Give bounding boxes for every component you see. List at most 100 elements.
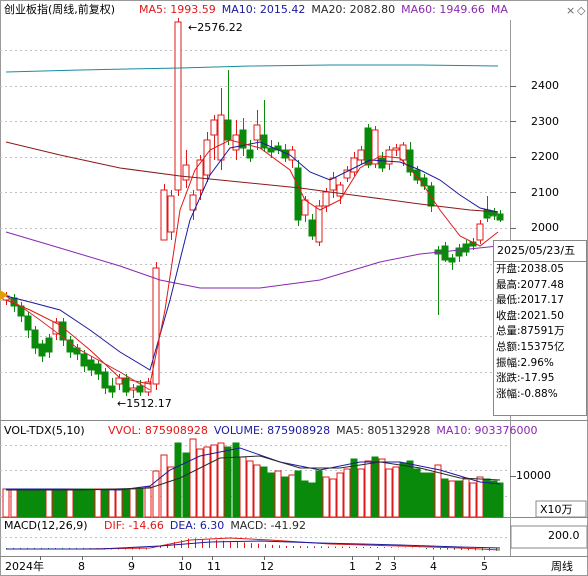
candle-body [315, 205, 323, 243]
time-label: 3 [390, 560, 397, 573]
candle-body [399, 144, 407, 161]
volume-ma10-line [6, 455, 501, 491]
ma5-line [5, 139, 499, 385]
indicator-label: MA5: 805132928 [336, 424, 431, 437]
candle-body [174, 21, 182, 191]
candle-body [122, 377, 130, 393]
candle-body [66, 339, 74, 353]
candle-body [196, 159, 204, 191]
time-label: 2024年 [5, 560, 44, 573]
indicator-label: MA60: 1949.66 [401, 3, 485, 16]
candle-body [294, 167, 302, 221]
volume-bar [308, 482, 316, 518]
candle-body [301, 199, 309, 216]
candle-body [364, 127, 372, 166]
indicator-label: MA5: 1993.59 [139, 3, 216, 16]
candle-body [224, 119, 232, 141]
candle-body [496, 213, 504, 221]
info-row-close: 收盘:2021.50 [496, 309, 564, 322]
candle-body [462, 243, 470, 253]
candle-body [52, 321, 60, 335]
candle-body [322, 191, 330, 207]
time-label: 2 [375, 560, 382, 573]
volume-bar [427, 472, 435, 518]
candle-body [45, 337, 53, 353]
candle-body [136, 385, 144, 393]
volume-bar [115, 488, 123, 518]
volume-bar [336, 472, 344, 518]
ma-lower-line [5, 295, 151, 391]
volume-bar [210, 444, 218, 518]
info-date: 2025/05/23/五 [494, 241, 586, 262]
settings-icon[interactable]: ◇ [577, 4, 586, 17]
volume-bar [253, 464, 261, 518]
macd-axis-label: 200.0 [548, 529, 580, 542]
candle-body [38, 343, 46, 357]
volume-bar [420, 472, 428, 518]
volume-bar [94, 488, 102, 518]
ma20-line [5, 141, 499, 213]
candle-body [378, 157, 386, 169]
candle-body [160, 189, 168, 241]
time-label: 9 [128, 560, 135, 573]
candle-body [336, 184, 344, 197]
volume-bar [217, 442, 225, 518]
info-row-change: 涨跌:-17.95 [496, 372, 555, 385]
main-panel-header: 创业板指(周线,前复权) [4, 3, 115, 17]
volume-bar [101, 488, 109, 518]
candle-body [101, 371, 109, 389]
volume-bar [31, 488, 39, 518]
volume-bar [476, 476, 484, 518]
low-marker: ←1512.17 [117, 397, 172, 410]
volume-bar [288, 474, 296, 518]
candle-body [253, 124, 261, 141]
indicator-label: VOLUME: 875908928 [213, 424, 331, 437]
volume-bar [329, 478, 337, 518]
high-marker: ←2576.22 [188, 21, 243, 34]
time-label: 4 [430, 560, 437, 573]
volume-bar [434, 464, 442, 518]
volume-bar [406, 460, 414, 518]
time-label: 1 [349, 560, 356, 573]
candle-body [441, 245, 449, 261]
volume-bar [203, 446, 211, 518]
macd-panel-header: MACD(12,26,9) [4, 519, 88, 533]
candle-body [239, 129, 247, 149]
volume-bar [441, 478, 449, 518]
volume-bar [17, 488, 25, 518]
close-icon[interactable]: × [566, 4, 576, 17]
volume-bar [357, 468, 365, 518]
volume-indicator-list: VVOL: 875908928 VOLUME: 875908928 MA5: 805… [108, 424, 544, 438]
ma250-line [5, 64, 499, 73]
candle-body [210, 119, 218, 136]
candle-body [167, 195, 175, 233]
candle-body [490, 211, 498, 217]
info-row-volume: 总量:87591万 [496, 325, 565, 338]
candle-body [343, 169, 351, 179]
candle-body [80, 353, 88, 367]
candle-body [108, 385, 116, 393]
time-label: 8 [78, 560, 85, 573]
indicator-label: MA10: 2015.42 [221, 3, 306, 16]
volume-bar [239, 456, 247, 518]
time-label: 12 [260, 560, 274, 573]
volume-panel-title: VOL-TDX(5,10) [4, 424, 85, 437]
volume-bar [413, 468, 421, 518]
info-row-amount: 总额:15375亿 [496, 340, 565, 353]
price-label: 2300 [531, 115, 559, 128]
macd-indicator-list: DIF: -14.66 DEA: 6.30 MACD: -41.92 [104, 519, 312, 533]
candle-body [357, 149, 365, 161]
info-row-open: 开盘:2038.05 [496, 263, 564, 275]
period-label[interactable]: 周线 [551, 560, 573, 573]
candle-body [371, 129, 379, 165]
volume-bar [462, 478, 470, 518]
volume-bar [315, 470, 323, 518]
price-label: 2400 [531, 79, 559, 92]
macd-dif-line [6, 537, 501, 551]
info-row-change-pct: 涨幅:-0.88% [496, 387, 558, 400]
volume-bar [246, 460, 254, 518]
candle-body [246, 149, 254, 159]
volume-bar [260, 466, 268, 518]
ma10-line [5, 141, 499, 371]
